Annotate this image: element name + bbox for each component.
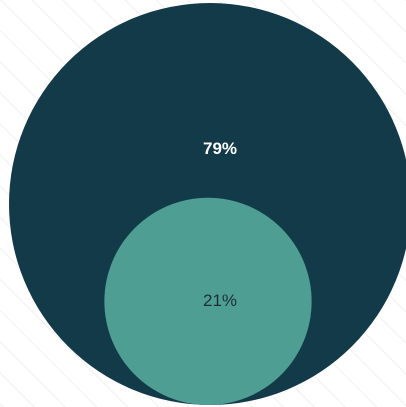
value-label: 21% — [203, 291, 237, 310]
circle — [104, 197, 312, 405]
value-label: 79% — [203, 139, 237, 158]
